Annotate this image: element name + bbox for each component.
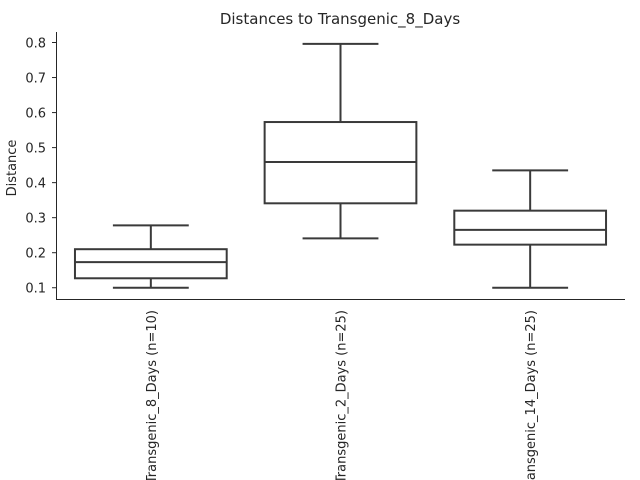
box-item [453,169,608,289]
y-tick-group: 0.1 0.2 0.3 0.4 0.5 0.6 0.7 0.8 [25,37,56,297]
x-tick-label: Transgenic_14_Days (n=25) [524,310,539,480]
y-axis-label: Distance [5,140,20,197]
y-tick-label: 0.6 [25,107,46,122]
y-tick-label: 0.3 [25,212,46,227]
x-tick-label: Transgenic_8_Days (n=10) [145,310,160,480]
chart-title: Distances to Transgenic_8_Days [220,10,460,29]
y-tick-label: 0.1 [25,282,46,297]
y-tick-label: 0.5 [25,142,46,157]
box-group [73,42,608,289]
y-tick-label: 0.8 [25,37,46,52]
y-tick-label: 0.7 [25,72,46,87]
x-tick-group: Transgenic_8_Days (n=10) Transgenic_2_Day… [145,310,539,480]
y-tick-label: 0.2 [25,247,46,262]
box-item [263,42,418,240]
y-tick-label: 0.4 [25,177,46,192]
x-tick-label: Transgenic_2_Days (n=25) [335,310,350,480]
box-item [73,224,228,289]
iqr-box [73,248,228,280]
iqr-box [453,209,608,246]
